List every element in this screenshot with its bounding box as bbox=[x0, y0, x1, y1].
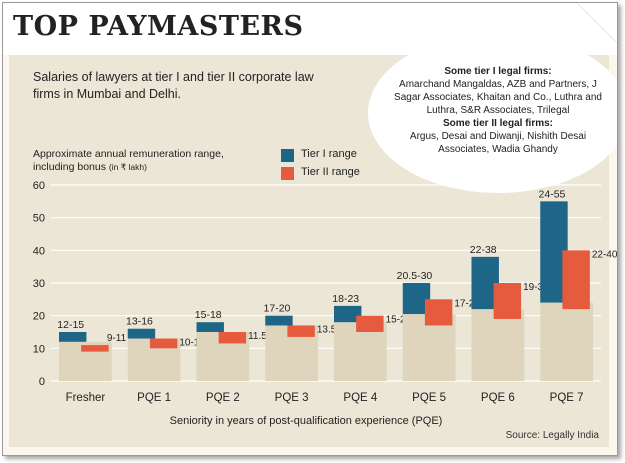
x-tick-label: Fresher bbox=[66, 392, 106, 404]
y-axis-label: Approximate annual remuneration range, i… bbox=[33, 148, 224, 173]
page-curl-fold bbox=[577, 3, 617, 43]
x-tick-label: PQE 4 bbox=[343, 392, 377, 404]
x-tick-label: PQE 3 bbox=[275, 392, 309, 404]
bar-tier2 bbox=[287, 325, 315, 337]
tier2-firms-list: Argus, Desai and Diwanji, Nishith Desai … bbox=[409, 131, 587, 155]
y-axis-title: Approximate annual remuneration range, i… bbox=[33, 148, 263, 174]
base-column bbox=[540, 302, 593, 381]
y-tick-label: 30 bbox=[33, 278, 45, 290]
legend-swatch-tier2 bbox=[281, 167, 294, 180]
y-tick-label: 60 bbox=[33, 180, 45, 192]
y-tick-label: 20 bbox=[33, 311, 45, 323]
chart-title: TOP PAYMASTERS bbox=[13, 11, 304, 42]
data-label-tier2: 15-20 bbox=[386, 315, 412, 326]
x-tick-label: PQE 7 bbox=[550, 392, 584, 404]
y-tick-label: 0 bbox=[39, 376, 45, 388]
chart-subtitle: Salaries of lawyers at tier I and tier I… bbox=[33, 70, 314, 101]
legend-label-tier2: Tier II range bbox=[301, 166, 360, 178]
bar-tier1 bbox=[59, 332, 87, 342]
bar-tier1 bbox=[196, 322, 224, 332]
data-label-tier2: 19-30 bbox=[523, 282, 549, 293]
x-tick-label: PQE 5 bbox=[412, 392, 446, 404]
y-axis-unit: (in ₹ lakh) bbox=[108, 162, 147, 172]
base-column bbox=[471, 309, 525, 381]
data-label-tier2: 17-25 bbox=[454, 298, 480, 309]
firms-callout bbox=[368, 33, 617, 193]
legend-label-tier1: Tier I range bbox=[301, 148, 357, 160]
bar-tier2 bbox=[356, 315, 384, 332]
tier1-firms-heading: Some tier I legal firms: bbox=[444, 66, 552, 77]
header-bar: TOP PAYMASTERS bbox=[3, 3, 617, 55]
y-tick-label: 10 bbox=[33, 343, 45, 355]
data-label-tier2: 9-11 bbox=[107, 333, 127, 344]
source-note: Source: Legally India bbox=[505, 430, 599, 441]
data-label-tier1: 18-23 bbox=[332, 293, 359, 305]
chart-plot: 0 10 20 30 40 50 60 12-15 9-11 Fresher 13-16 10-13 P… bbox=[33, 180, 617, 427]
firms-callout-text: Some tier I legal firms: Amarchand Manga… bbox=[388, 65, 608, 156]
y-tick-label: 50 bbox=[33, 213, 45, 225]
chart-frame: TOP PAYMASTERS 0 10 20 30 40 50 60 12-15 9-11 Fre… bbox=[2, 2, 618, 456]
data-label-tier1: 12-15 bbox=[57, 319, 84, 331]
data-label-tier2: 22-40 bbox=[592, 249, 617, 260]
legend-swatch-tier1 bbox=[281, 149, 294, 162]
data-label-tier1: 20.5-30 bbox=[397, 270, 433, 282]
data-label-tier1: 15-18 bbox=[195, 309, 222, 321]
x-tick-label: PQE 1 bbox=[137, 392, 171, 404]
data-label-tier1: 17-20 bbox=[264, 303, 291, 315]
bar-tier2 bbox=[81, 345, 109, 352]
bar-tier2 bbox=[218, 332, 247, 344]
bar-tier1 bbox=[265, 315, 293, 326]
data-label-tier1: 24-55 bbox=[539, 188, 566, 200]
y-tick-label: 40 bbox=[33, 245, 45, 257]
data-label-tier1: 22-38 bbox=[470, 244, 497, 256]
bar-tier2 bbox=[424, 299, 453, 326]
x-axis-title: Seniority in years of post-qualification… bbox=[170, 415, 443, 427]
bar-tier2 bbox=[149, 338, 178, 349]
data-label-tier2: 10-13 bbox=[179, 338, 205, 349]
x-tick-label: PQE 2 bbox=[206, 392, 240, 404]
bar-tier1 bbox=[127, 328, 156, 339]
data-label-tier1: 13-16 bbox=[126, 316, 153, 328]
data-label-tier2: 11.5-15 bbox=[248, 331, 282, 342]
bar-tier2 bbox=[493, 283, 522, 319]
bar-tier1 bbox=[334, 305, 362, 323]
tier2-firms-heading: Some tier II legal firms: bbox=[442, 118, 554, 129]
x-tick-label: PQE 6 bbox=[481, 392, 515, 404]
tier1-firms-list: Amarchand Mangaldas, AZB and Partners, J… bbox=[394, 79, 602, 116]
bar-tier2 bbox=[562, 250, 590, 310]
